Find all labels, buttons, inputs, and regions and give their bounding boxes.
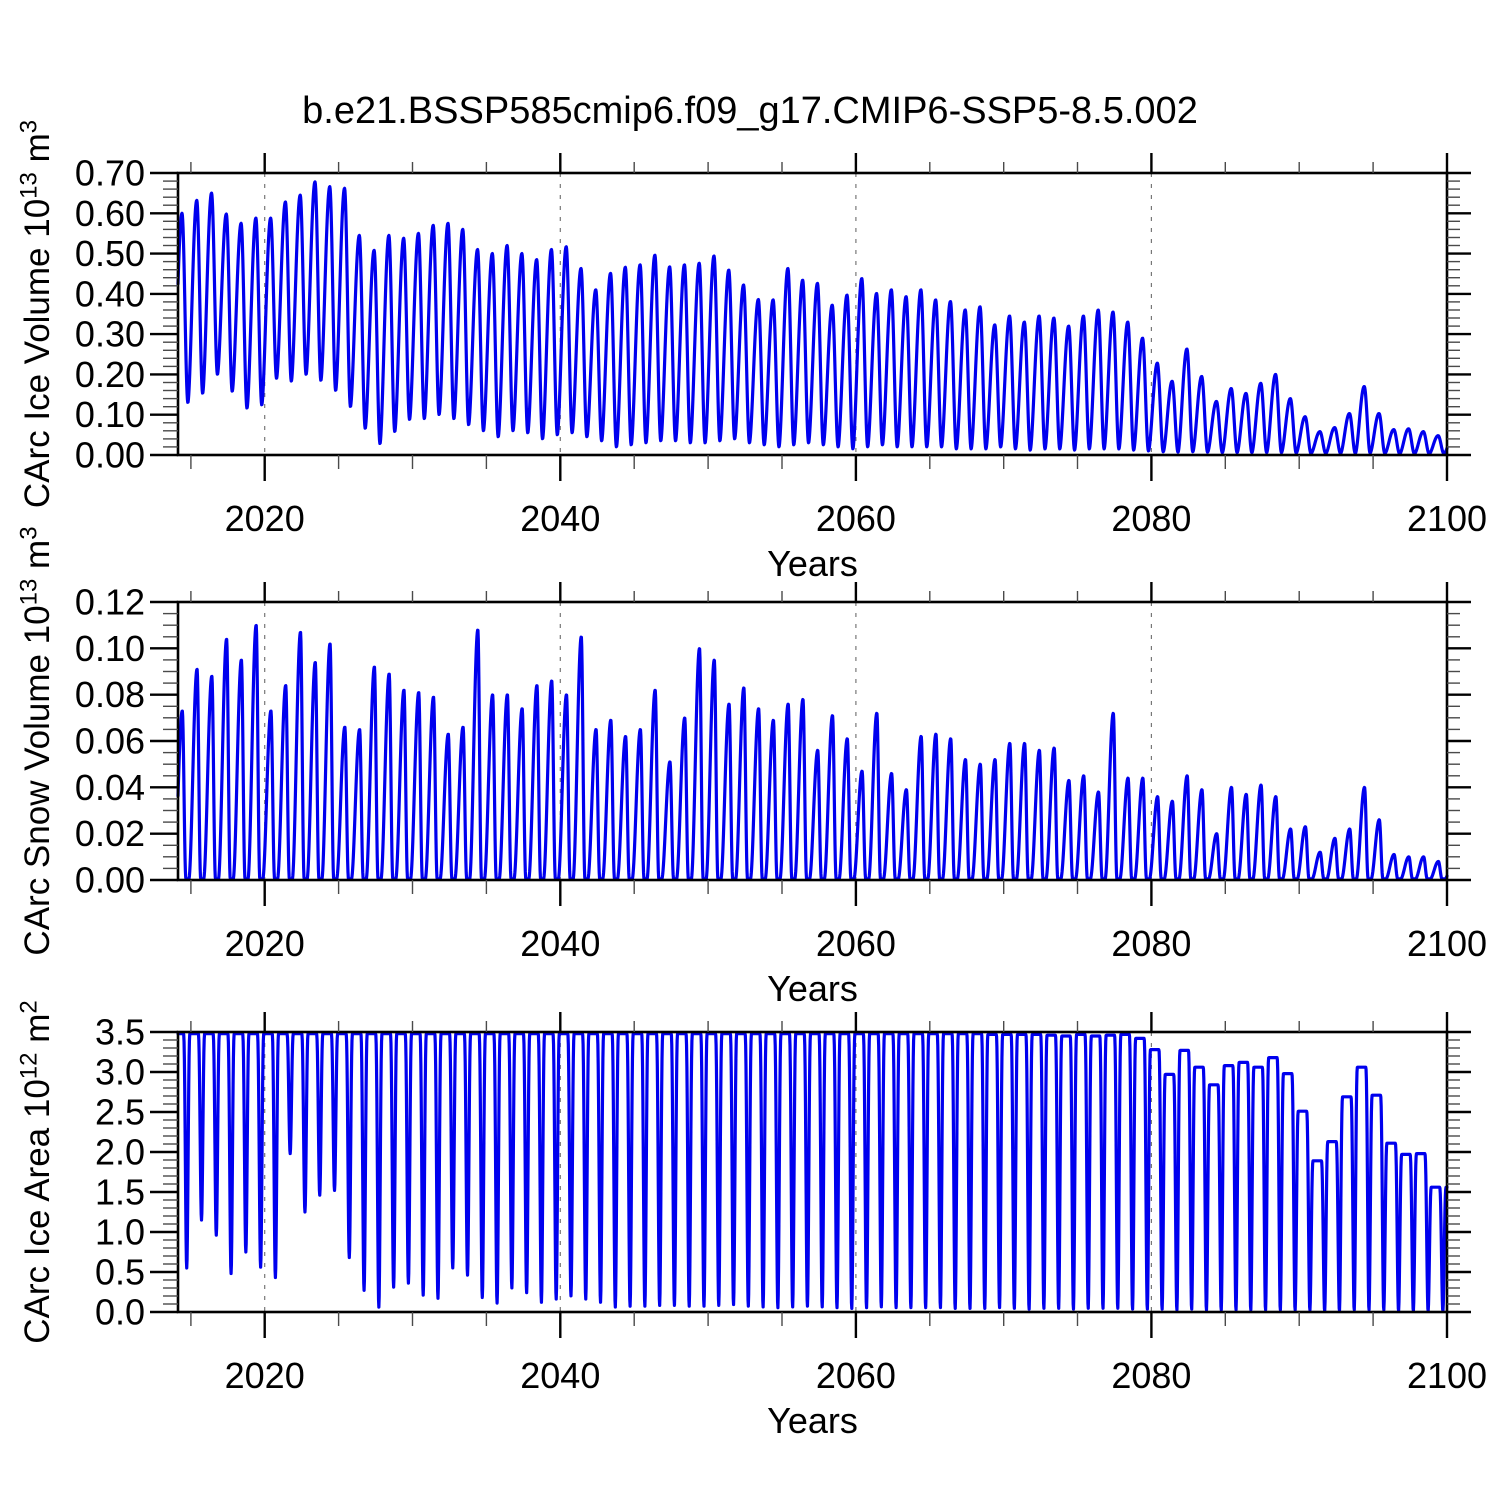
exponent-text: 3 bbox=[15, 119, 43, 134]
x-tick-labels: 2020 2040 2060 2080 2100 bbox=[225, 923, 1487, 964]
x-tick-label: 2100 bbox=[1407, 498, 1487, 539]
x-tick-labels: 2020 2040 2060 2080 2100 bbox=[225, 1355, 1487, 1396]
ice-volume-panel: 2020 2040 2060 2080 2100 0.000.100.200.300.40… bbox=[75, 153, 1487, 540]
exponent-text: 2 bbox=[15, 1000, 43, 1014]
y-axis-ticks bbox=[150, 600, 1471, 882]
dashed-gridlines bbox=[264, 1032, 1153, 1312]
x-tick-label: 2060 bbox=[816, 1355, 896, 1396]
x-axis-title-years-1: Years bbox=[767, 543, 858, 584]
y-tick-label: 0.60 bbox=[75, 193, 145, 234]
y-tick-label: 0.00 bbox=[75, 860, 145, 901]
x-tick-label: 2040 bbox=[520, 498, 600, 539]
y-tick-label: 0.06 bbox=[75, 721, 145, 762]
x-tick-labels: 2020 2040 2060 2080 2100 bbox=[225, 498, 1487, 539]
y-tick-label: 2.0 bbox=[95, 1132, 145, 1173]
y-tick-label: 0.0 bbox=[95, 1292, 145, 1333]
y-tick-labels: 0.00.51.01.52.02.53.03.5 bbox=[95, 1012, 145, 1333]
y-axis-ticks bbox=[150, 1030, 1471, 1314]
snow-volume-panel: 2020 2040 2060 2080 2100 0.00 0.02 0.04 0.06 0.08… bbox=[75, 582, 1487, 965]
plot-frame bbox=[176, 171, 1449, 457]
y-tick-label: 0.50 bbox=[75, 233, 145, 274]
y-tick-label: 3.0 bbox=[95, 1052, 145, 1093]
exponent-text: 13 bbox=[15, 578, 43, 606]
y-tick-label: 0.20 bbox=[75, 354, 145, 395]
y-axis-title-ice-area: CArc Ice Area 1012 m2 bbox=[15, 1000, 58, 1344]
y-tick-label: 1.5 bbox=[95, 1172, 145, 1213]
x-tick-label: 2020 bbox=[225, 1355, 305, 1396]
x-tick-label: 2060 bbox=[816, 498, 896, 539]
exponent-text: 3 bbox=[15, 526, 43, 540]
x-tick-label: 2020 bbox=[225, 923, 305, 964]
x-axis-ticks bbox=[190, 153, 1449, 481]
x-axis-ticks bbox=[190, 1012, 1449, 1338]
x-axis-title-years-3: Years bbox=[767, 1400, 858, 1441]
exponent-text: 13 bbox=[15, 172, 43, 199]
y-axis-title-unit: m bbox=[18, 1013, 57, 1053]
y-axis-title-text: CArc Snow Volume 10 bbox=[18, 605, 57, 956]
y-tick-label: 3.5 bbox=[95, 1012, 145, 1053]
y-axis-title-unit: m bbox=[18, 539, 57, 579]
y-tick-label: 0.02 bbox=[75, 813, 145, 854]
y-tick-label: 0.30 bbox=[75, 314, 145, 355]
y-tick-label: 0.40 bbox=[75, 273, 145, 314]
x-axis-title-years-2: Years bbox=[767, 968, 858, 1009]
x-tick-label: 2080 bbox=[1111, 1355, 1191, 1396]
exponent-text: 12 bbox=[15, 1052, 43, 1080]
y-tick-label: 0.08 bbox=[75, 674, 145, 715]
x-tick-label: 2100 bbox=[1407, 923, 1487, 964]
y-axis-title-snow-volume: CArc Snow Volume 1013 m3 bbox=[15, 526, 58, 956]
y-axis-title-text: CArc Ice Area 10 bbox=[18, 1079, 57, 1344]
y-tick-label: 2.5 bbox=[95, 1092, 145, 1133]
y-tick-labels: 0.000.100.200.300.400.500.600.70 bbox=[75, 153, 145, 476]
figure-title: b.e21.BSSP585cmip6.f09_g17.CMIP6-SSP5-8.… bbox=[302, 90, 1198, 132]
y-tick-label: 0.04 bbox=[75, 767, 145, 808]
y-axis-title-text: CArc Ice Volume 10 bbox=[18, 198, 57, 509]
y-tick-label: 1.0 bbox=[95, 1212, 145, 1253]
x-tick-label: 2040 bbox=[520, 923, 600, 964]
y-tick-label: 0.12 bbox=[75, 582, 145, 623]
x-tick-label: 2100 bbox=[1407, 1355, 1487, 1396]
y-axis-title-ice-volume: CArc Ice Volume 1013 m3 bbox=[15, 119, 58, 509]
ice-area-series-line bbox=[176, 1032, 1449, 1313]
x-tick-label: 2060 bbox=[816, 923, 896, 964]
ice-area-panel: 2020 2040 2060 2080 21000.00.51.01.52.02.53.… bbox=[95, 1012, 1487, 1397]
y-tick-label: 0.70 bbox=[75, 153, 145, 194]
x-tick-label: 2080 bbox=[1111, 498, 1191, 539]
y-axis-title-unit: m bbox=[18, 133, 57, 173]
x-tick-label: 2040 bbox=[520, 1355, 600, 1396]
x-tick-label: 2020 bbox=[225, 498, 305, 539]
ice-volume-series-line bbox=[176, 180, 1449, 456]
y-tick-label: 0.10 bbox=[75, 628, 145, 669]
plot-frame bbox=[176, 1030, 1449, 1314]
x-tick-label: 2080 bbox=[1111, 923, 1191, 964]
y-tick-label: 0.00 bbox=[75, 435, 145, 476]
y-tick-label: 0.10 bbox=[75, 394, 145, 435]
snow-volume-series-line bbox=[176, 623, 1449, 881]
y-axis-ticks bbox=[150, 171, 1471, 457]
x-axis-ticks bbox=[190, 582, 1449, 906]
y-tick-label: 0.5 bbox=[95, 1252, 145, 1293]
y-tick-labels: 0.00 0.02 0.04 0.06 0.08 0.10 0.12 bbox=[75, 582, 145, 901]
